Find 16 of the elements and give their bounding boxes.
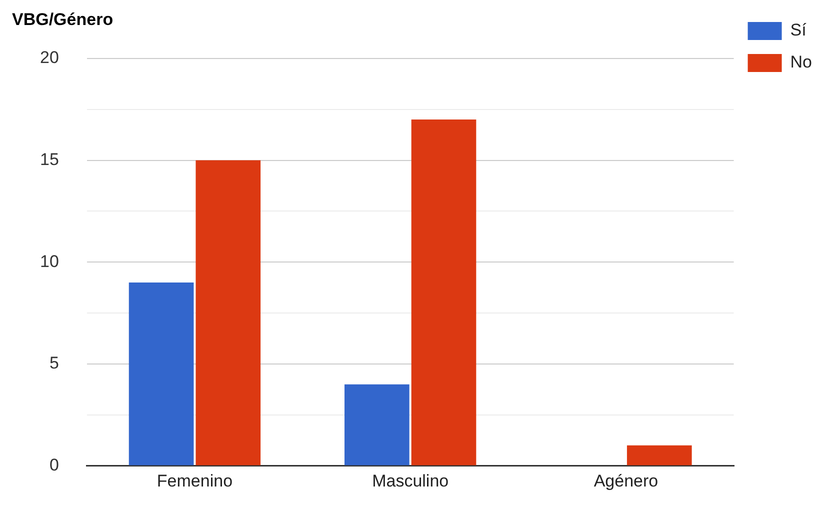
y-tick-label: 15 <box>40 150 59 169</box>
x-tick-label: Femenino <box>156 472 233 491</box>
bar <box>626 445 692 466</box>
bar <box>196 160 261 466</box>
chart-title: VBG/Género <box>12 10 114 29</box>
y-tick-label: 0 <box>49 455 59 474</box>
bar <box>411 120 476 466</box>
y-tick-label: 5 <box>49 354 59 373</box>
x-tick-label: Masculino <box>372 472 449 491</box>
legend-label: No <box>790 52 812 72</box>
x-tick-label: Agénero <box>594 472 658 491</box>
bar <box>128 282 194 466</box>
legend-label: Sí <box>790 20 807 40</box>
bar <box>344 384 410 466</box>
y-tick-label: 20 <box>40 48 59 68</box>
y-tick-label: 10 <box>40 252 59 271</box>
